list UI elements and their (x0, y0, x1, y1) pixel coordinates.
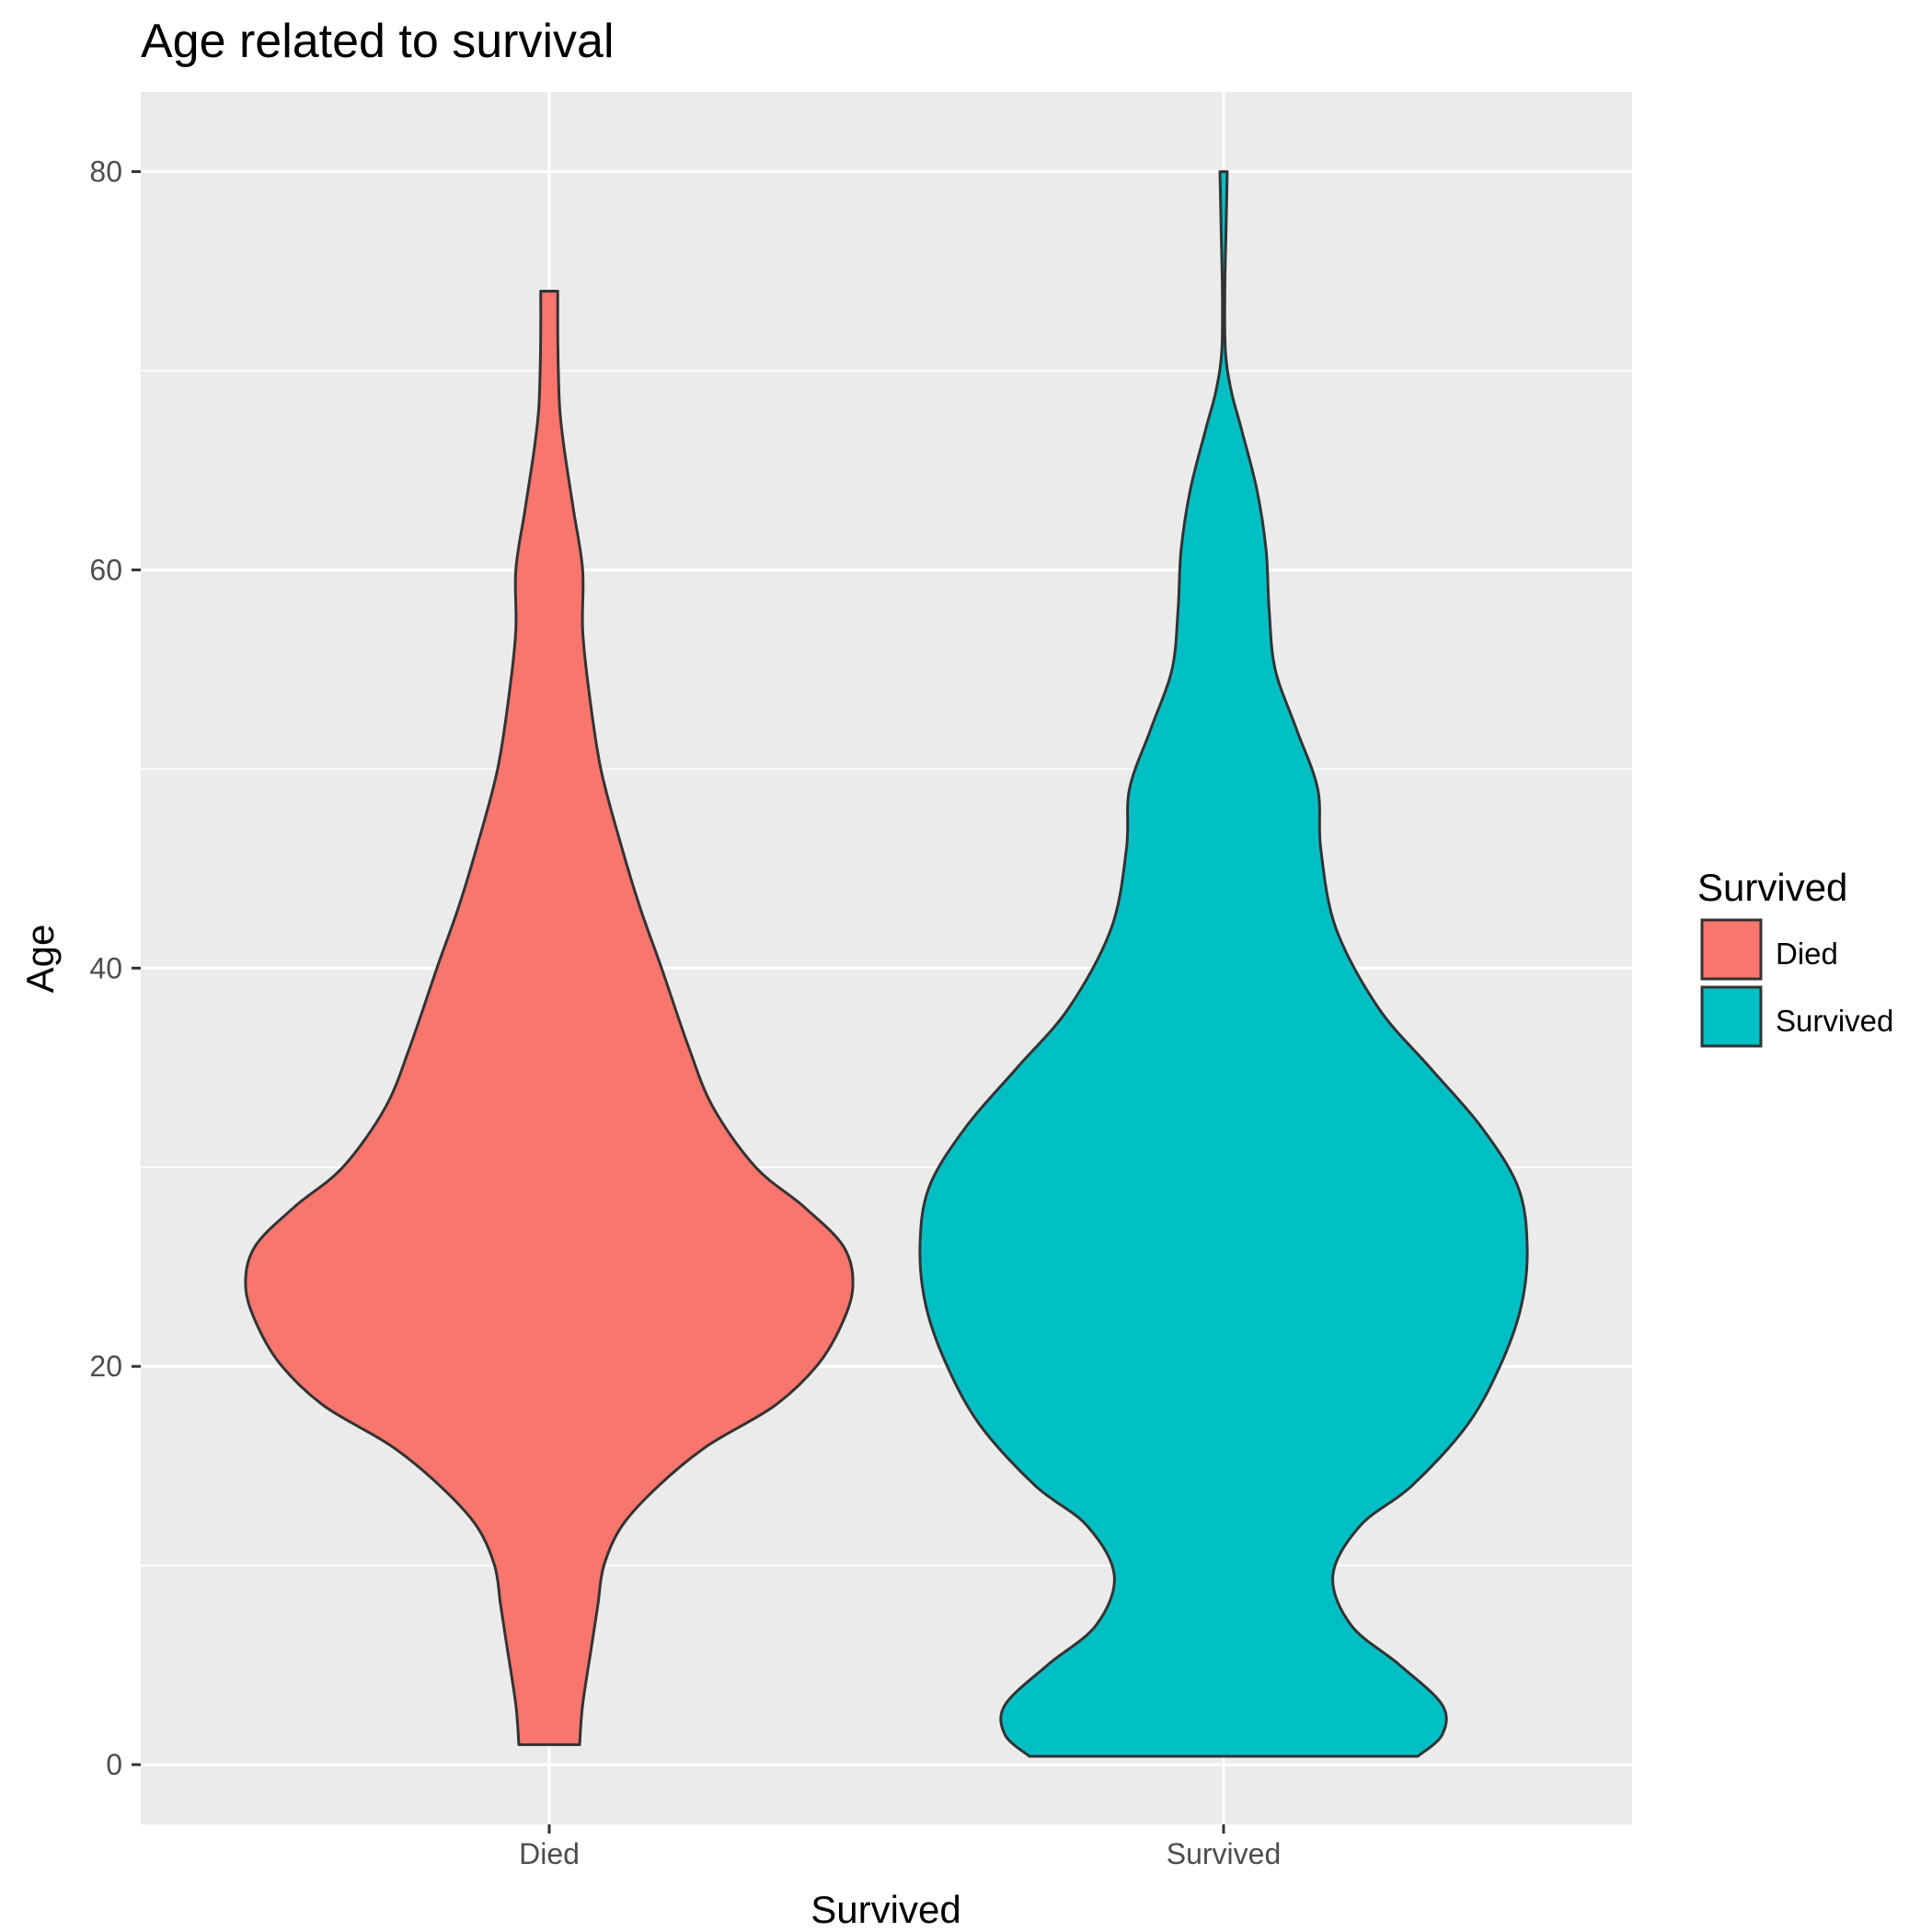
x-axis-title: Survived (811, 1888, 960, 1931)
violins-layer (244, 170, 1529, 1758)
legend-swatch-survived (1700, 985, 1763, 1048)
x-axis: Died Survived (519, 1824, 1281, 1870)
plot-panel (141, 92, 1632, 1824)
y-tick-label: 80 (89, 155, 122, 189)
y-tick-label: 60 (89, 553, 122, 586)
legend-swatch-died (1700, 918, 1763, 981)
legend-item-died: Died (1700, 918, 1838, 981)
y-axis: 0 20 40 60 80 (89, 155, 141, 1781)
chart-title: Age related to survival (141, 15, 615, 68)
x-tick-label-died: Died (519, 1837, 580, 1870)
y-axis-title: Age (18, 925, 62, 994)
legend-title: Survived (1697, 866, 1847, 909)
y-tick-label: 0 (106, 1748, 122, 1781)
legend-label-survived: Survived (1776, 1004, 1893, 1038)
x-tick-label-survived: Survived (1167, 1837, 1282, 1870)
y-tick-label: 20 (89, 1350, 122, 1383)
legend-item-survived: Survived (1700, 985, 1893, 1048)
legend: Survived Died Survived (1697, 866, 1893, 1048)
violin-died (244, 289, 855, 1746)
y-tick-label: 40 (89, 951, 122, 984)
legend-label-died: Died (1776, 937, 1838, 971)
violin-survived (918, 170, 1529, 1758)
